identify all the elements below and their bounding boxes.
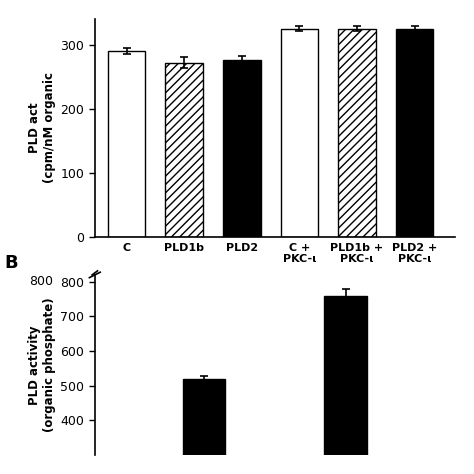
Text: B: B (5, 254, 18, 272)
Bar (396, 28, 433, 237)
Bar (223, 60, 261, 237)
X-axis label: transfected plasmid: transfected plasmid (197, 275, 353, 289)
Bar (183, 379, 226, 474)
Bar (108, 51, 145, 237)
Text: 800: 800 (29, 275, 54, 288)
Bar (165, 63, 203, 237)
Bar (281, 28, 318, 237)
Bar (338, 28, 376, 237)
Y-axis label: PLD activity
(organic phosphate): PLD activity (organic phosphate) (28, 298, 56, 432)
Bar (324, 296, 367, 474)
Y-axis label: PLD act
(cpm/nM organic: PLD act (cpm/nM organic (28, 73, 56, 183)
